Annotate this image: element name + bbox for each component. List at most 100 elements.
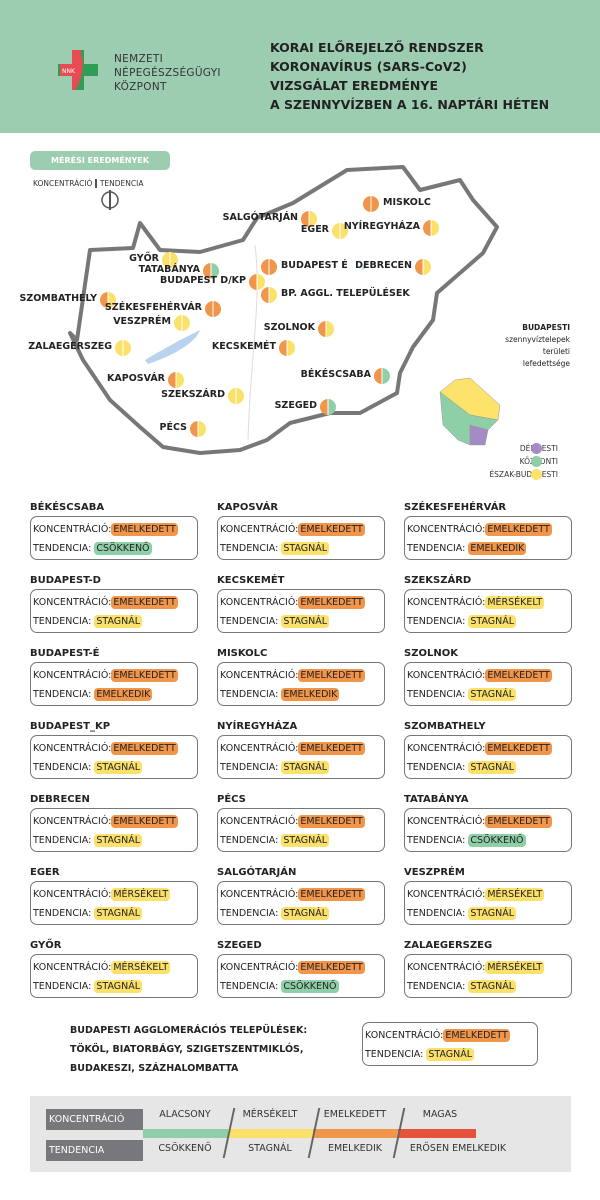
city-marker [203, 263, 219, 279]
concentration-label: KONCENTRÁCIÓ: [365, 1030, 444, 1041]
tendency-value: STAGNÁL [281, 615, 330, 628]
city-marker [374, 368, 390, 384]
result-card: KONCENTRÁCIÓ: EMELKEDETT TENDENCIA: STAGNÁ… [30, 735, 198, 779]
concentration-label: KONCENTRÁCIÓ: [407, 670, 486, 681]
title-line: A SZENNYVÍZBEN A 16. NAPTÁRI HÉTEN [270, 97, 550, 112]
city-label: VESZPRÉM [113, 316, 171, 327]
concentration-label: KONCENTRÁCIÓ: [33, 962, 112, 973]
city-marker [205, 301, 221, 317]
city-label: BÉKÉSCSABA [300, 369, 371, 380]
city-marker [279, 340, 295, 356]
tendency-value: STAGNÁL [281, 907, 330, 920]
budapest-inset [439, 377, 501, 446]
concentration-label: KONCENTRÁCIÓ: [220, 889, 299, 900]
tendency-label: TENDENCIA: [407, 543, 466, 554]
tendency-value: STAGNÁL [94, 615, 143, 628]
key-tendency: TENDENCIA [94, 179, 144, 188]
header: NNK NEMZETI NÉPEGÉSZSÉGÜGYI KÖZPONT KORA… [0, 0, 600, 133]
concentration-label: KONCENTRÁCIÓ: [33, 597, 112, 608]
result-card: KONCENTRÁCIÓ: EMELKEDETT TENDENCIA: STAGNÁ… [30, 589, 198, 633]
city-label: EGER [300, 224, 329, 235]
concentration-value: MÉRSÉKELT [111, 961, 171, 974]
scale-tendency-level: EMELKEDIK [327, 1143, 383, 1154]
city-marker [332, 223, 348, 239]
lake-balaton [145, 330, 200, 364]
legend-dot [531, 443, 542, 454]
concentration-value: EMELKEDETT [298, 888, 365, 901]
city-label: SZOLNOK [263, 322, 315, 333]
tendency-label: TENDENCIA: [407, 689, 466, 700]
agglomeration-card: KONCENTRÁCIÓ: EMELKEDETT TENDENCIA: STAGN… [362, 1022, 538, 1066]
legend-title-line: szennyvíztelepek [505, 335, 570, 344]
tendency-value: STAGNÁL [94, 834, 143, 847]
tendency-label: TENDENCIA: [33, 689, 92, 700]
result-card: KONCENTRÁCIÓ: EMELKEDETT TENDENCIA: EMELKE… [217, 662, 385, 706]
hungary-map [68, 165, 501, 455]
scale-tendency-label: TENDENCIA [46, 1140, 143, 1161]
tendency-value: CSÖKKENŐ [94, 542, 152, 555]
agg-line: TÖKÖL, BIATORBÁGY, SZIGETSZENTMIKLÓS, [70, 1044, 304, 1055]
tendency-label: TENDENCIA: [220, 689, 279, 700]
result-card: KONCENTRÁCIÓ: MÉRSÉKELT TENDENCIA: STAGNÁL [404, 954, 572, 998]
result-card: KONCENTRÁCIÓ: EMELKEDETT TENDENCIA: CSÖKKE… [404, 808, 572, 852]
concentration-label: KONCENTRÁCIÓ: [220, 670, 299, 681]
concentration-value: EMELKEDETT [298, 815, 365, 828]
tendency-label: TENDENCIA: [33, 908, 92, 919]
scale-tendency-level: CSÖKKENŐ [158, 1143, 212, 1154]
concentration-label: KONCENTRÁCIÓ: [407, 743, 486, 754]
scale-concentration-level: EMELKEDETT [323, 1109, 387, 1120]
city-label: SALGÓTARJÁN [222, 212, 298, 223]
concentration-value: EMELKEDETT [485, 815, 552, 828]
concentration-value: MÉRSÉKELT [111, 888, 171, 901]
tendency-value: EMELKEDIK [94, 688, 153, 701]
concentration-value: EMELKEDETT [111, 815, 178, 828]
concentration-value: EMELKEDETT [298, 669, 365, 682]
city-label: TATABÁNYA [138, 264, 200, 275]
title-line: KORONAVÍRUS (SARS-CoV2) [270, 59, 467, 74]
city-label: ZALAEGERSZEG [28, 341, 112, 352]
concentration-value: EMELKEDETT [111, 523, 178, 536]
concentration-label: KONCENTRÁCIÓ: [220, 524, 299, 535]
result-card: KONCENTRÁCIÓ: EMELKEDETT TENDENCIA: STAGNÁ… [404, 735, 572, 779]
tendency-value: STAGNÁL [468, 761, 517, 774]
legend-dot [531, 469, 542, 480]
tendency-value: STAGNÁL [94, 761, 143, 774]
org-line: NEMZETI [114, 53, 163, 65]
city-label: BP. AGGL. TELEPÜLÉSEK [281, 288, 410, 299]
tendency-value: STAGNÁL [468, 907, 517, 920]
concentration-value: EMELKEDETT [485, 742, 552, 755]
tendency-label: TENDENCIA: [407, 981, 466, 992]
concentration-value: EMELKEDETT [111, 596, 178, 609]
city-label: DEBRECEN [355, 260, 412, 271]
card-title: SZOLNOK [404, 648, 458, 659]
city-label: KECSKEMÉT [211, 341, 276, 352]
org-line: KÖZPONT [114, 81, 167, 93]
city-label: BUDAPEST D/KP [160, 275, 246, 286]
tendency-value: STAGNÁL [94, 980, 143, 993]
city-marker [100, 292, 116, 308]
concentration-label: KONCENTRÁCIÓ: [33, 816, 112, 827]
org-line: NÉPEGÉSZSÉGÜGYI [114, 67, 221, 79]
card-title: SZÉKESFEHÉRVÁR [404, 502, 507, 513]
tendency-label: TENDENCIA: [220, 616, 279, 627]
city-marker [320, 399, 336, 415]
tendency-value: CSÖKKENŐ [468, 834, 526, 847]
concentration-value: EMELKEDETT [298, 523, 365, 536]
card-title: BUDAPEST-É [30, 648, 100, 659]
concentration-value: EMELKEDETT [298, 961, 365, 974]
tendency-label: TENDENCIA: [33, 543, 92, 554]
legend-title-line: BUDAPESTI [522, 323, 570, 332]
tendency-label: TENDENCIA: [365, 1049, 424, 1060]
city-marker [318, 321, 334, 337]
result-card: KONCENTRÁCIÓ: EMELKEDETT TENDENCIA: CSÖKKE… [30, 516, 198, 560]
concentration-value: EMELKEDETT [111, 669, 178, 682]
concentration-label: KONCENTRÁCIÓ: [220, 816, 299, 827]
concentration-label: KONCENTRÁCIÓ: [407, 597, 486, 608]
card-title: PÉCS [217, 794, 246, 805]
result-card: KONCENTRÁCIÓ: EMELKEDETT TENDENCIA: STAGNÁ… [217, 808, 385, 852]
result-card: KONCENTRÁCIÓ: EMELKEDETT TENDENCIA: STAGNÁ… [217, 589, 385, 633]
card-title: SALGÓTARJÁN [217, 867, 297, 878]
city-label: BUDAPEST É [281, 260, 348, 271]
concentration-value: EMELKEDETT [298, 742, 365, 755]
result-card: KONCENTRÁCIÓ: EMELKEDETT TENDENCIA: EMELKE… [30, 662, 198, 706]
